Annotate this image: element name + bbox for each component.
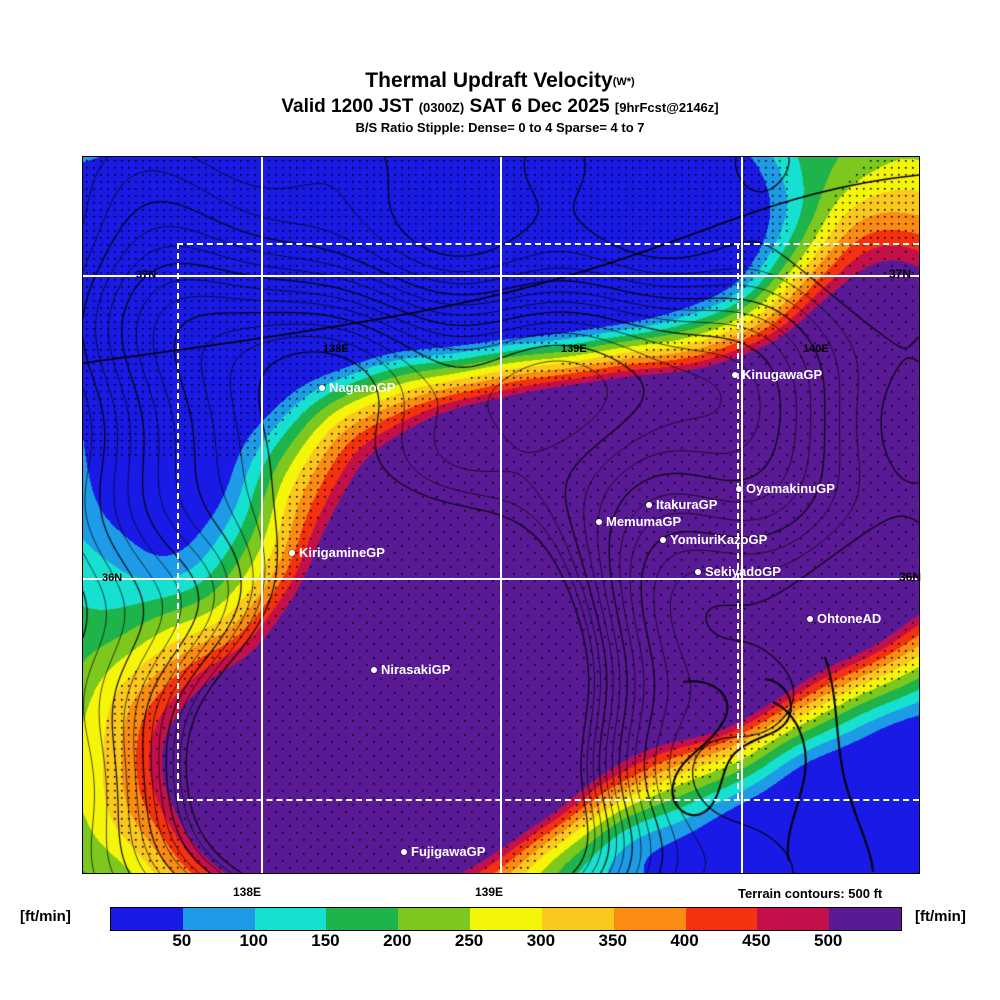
station-marker[interactable]: KirigamineGP: [289, 544, 385, 562]
station-label: ItakuraGP: [656, 497, 718, 513]
gridline-140e: [741, 157, 743, 873]
station-marker[interactable]: ItakuraGP: [646, 496, 717, 514]
colorbar-swatch-4: [398, 908, 471, 930]
stipple-legend-note: B/S Ratio Stipple: Dense= 0 to 4 Sparse=…: [355, 120, 645, 135]
colorbar-swatch-6: [541, 908, 614, 930]
station-dot-icon: [736, 485, 742, 492]
colorbar-swatches[interactable]: [110, 907, 902, 931]
colorbar-tick-150: 150: [311, 931, 340, 950]
station-label: NirasakiGP: [381, 662, 451, 678]
axis-label-36n-right: 36N: [899, 570, 922, 584]
map-label-139e-top: 139E: [561, 343, 587, 355]
gridline-138e: [261, 157, 263, 873]
station-marker[interactable]: FujigawaGP: [401, 843, 485, 861]
station-dot-icon: [289, 549, 295, 556]
station-dot-icon: [732, 371, 738, 378]
axis-label-37n-right: 37N: [889, 267, 912, 281]
station-dot-icon: [596, 518, 602, 525]
map-label-36n-left: 36N: [102, 572, 123, 584]
colorbar-unit-right: [ft/min]: [915, 908, 966, 925]
station-dot-icon: [660, 536, 666, 543]
colorbar-swatch-2: [254, 908, 327, 930]
station-label: SekiyadoGP: [705, 564, 781, 580]
station-dot-icon: [319, 384, 325, 391]
colorbar-tick-300: 300: [526, 931, 556, 950]
chart-title-superscript: (W*): [612, 76, 635, 88]
chart-subtitle: Valid 1200 JST (0300Z) SAT 6 Dec 2025 [9…: [0, 95, 1000, 119]
colorbar-tick-labels: 50 100 150 200 250 300 350 400 450 500: [110, 931, 900, 953]
colorbar-tick-50: 50: [172, 931, 192, 950]
colorbar-swatch-1: [182, 908, 255, 930]
colorbar-tick-200: 200: [383, 931, 412, 950]
station-label: OhtoneAD: [817, 611, 882, 627]
forecast-tag-label: [9hrFcst@2146z]: [614, 100, 719, 115]
colorbar-swatch-5: [470, 908, 542, 930]
valid-time-label: Valid 1200 JST: [281, 96, 414, 117]
axis-label-138e-bottom: 138E: [233, 885, 262, 899]
colorbar-tick-250: 250: [454, 931, 484, 950]
station-marker[interactable]: SekiyadoGP: [695, 563, 781, 581]
colorbar-tick-100: 100: [239, 931, 268, 950]
colorbar-swatch-8: [685, 908, 758, 930]
station-marker[interactable]: NirasakiGP: [371, 661, 450, 679]
station-dot-icon: [646, 501, 652, 508]
colorbar: [ft/min] 50 100 150 200 250 300 350 400 450 500 […: [0, 903, 1000, 963]
domain-boundary-left: [177, 243, 179, 799]
map-label-37n-left: 37N: [136, 269, 157, 281]
map-label-140e-top: 140E: [803, 343, 829, 355]
gridline-139e: [500, 157, 502, 873]
domain-boundary-right: [737, 243, 739, 799]
station-dot-icon: [695, 568, 701, 575]
station-label: MemumaGP: [606, 514, 682, 530]
station-dot-icon: [401, 848, 407, 855]
station-label: NaganoGP: [329, 380, 396, 396]
colorbar-swatch-3: [326, 908, 399, 930]
valid-utc-label: (0300Z): [418, 100, 465, 115]
colorbar-tick-450: 450: [742, 931, 771, 950]
map-canvas[interactable]: 138E 139E 140E 37N 36N NaganoGP KinugawaG…: [82, 156, 920, 874]
station-label: OyamakinuGP: [746, 481, 835, 497]
station-dot-icon: [371, 666, 377, 673]
title-block: Thermal Updraft Velocity(W*) Valid 1200 …: [0, 70, 1000, 136]
map-label-138e-top: 138E: [323, 343, 349, 355]
chart-title: Thermal Updraft Velocity(W*): [0, 70, 1000, 93]
colorbar-tick-350: 350: [598, 931, 627, 950]
colorbar-swatch-9: [757, 908, 830, 930]
colorbar-tick-500: 500: [813, 931, 843, 950]
gridline-36n: [83, 578, 919, 580]
colorbar-unit-left: [ft/min]: [20, 908, 71, 925]
station-marker[interactable]: OhtoneAD: [807, 610, 881, 628]
station-label: FujigawaGP: [411, 844, 486, 860]
colorbar-tick-400: 400: [670, 931, 699, 950]
valid-date-label: SAT 6 Dec 2025: [469, 96, 610, 117]
station-label: KinugawaGP: [742, 367, 823, 383]
gridline-37n: [83, 275, 919, 277]
chart-title-text: Thermal Updraft Velocity: [365, 69, 613, 92]
station-marker[interactable]: OyamakinuGP: [736, 480, 835, 498]
station-marker[interactable]: YomiuriKazoGP: [660, 531, 767, 549]
colorbar-swatch-10: [829, 908, 901, 930]
station-marker[interactable]: KinugawaGP: [732, 366, 822, 384]
domain-boundary-bottom: [177, 799, 919, 801]
terrain-contour-note: Terrain contours: 500 ft: [738, 886, 883, 901]
colorbar-swatch-7: [613, 908, 686, 930]
station-marker[interactable]: NaganoGP: [319, 379, 395, 397]
colorbar-swatch-0: [111, 908, 183, 930]
station-dot-icon: [807, 615, 813, 622]
station-label: KirigamineGP: [299, 545, 385, 561]
station-label: YomiuriKazoGP: [670, 532, 768, 548]
domain-boundary-top: [177, 243, 919, 245]
station-marker[interactable]: MemumaGP: [596, 513, 681, 531]
axis-label-139e-bottom: 139E: [475, 885, 504, 899]
